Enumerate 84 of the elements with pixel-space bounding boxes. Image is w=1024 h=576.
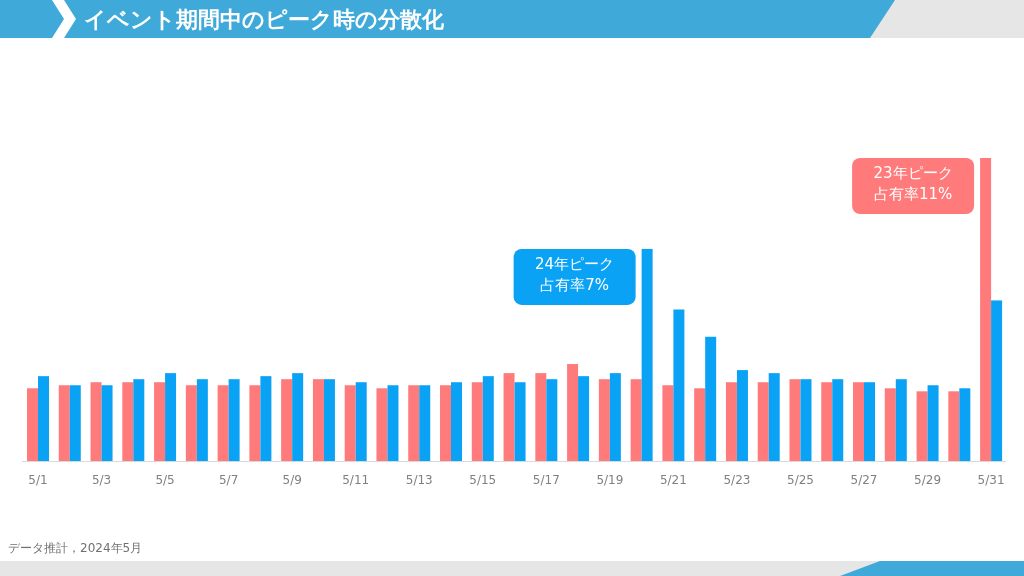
chart-title: イベント期間中のピーク時の分散化 [84, 7, 445, 32]
x-tick-label: 5/1 [28, 473, 48, 487]
bar [419, 385, 431, 461]
bar [895, 379, 907, 461]
x-tick-label: 5/25 [787, 473, 814, 487]
bar [736, 370, 748, 461]
bar [228, 379, 240, 461]
bar [514, 382, 526, 461]
bar [408, 385, 420, 461]
text: データ推計，2024年5月 [8, 541, 143, 555]
bar [122, 382, 134, 461]
bar [38, 376, 49, 461]
bar [154, 382, 166, 461]
bar [725, 382, 737, 461]
bar [673, 309, 685, 461]
bar [292, 373, 304, 461]
x-tick-label: 5/23 [723, 473, 751, 487]
bar [864, 382, 876, 461]
bar [546, 379, 558, 461]
bar [260, 376, 272, 461]
bar [90, 382, 102, 461]
x-tick-label: 5/3 [91, 473, 112, 487]
x-tick-label: 5/7 [218, 473, 239, 487]
bar [312, 379, 324, 461]
bar [185, 385, 197, 461]
bar [578, 376, 590, 461]
bar [440, 385, 452, 461]
bar [694, 388, 706, 461]
bar [387, 385, 399, 461]
bar [821, 382, 833, 461]
x-tick-label: 5/9 [282, 473, 302, 487]
bar [323, 379, 335, 461]
bar [249, 385, 261, 461]
bar [69, 385, 81, 461]
annotation: 24年ピーク [535, 254, 615, 273]
annotation: 占有率11% [873, 185, 953, 203]
bar [916, 391, 928, 461]
bar [535, 373, 547, 461]
bar [991, 300, 1003, 461]
bar [471, 382, 483, 461]
bar [853, 382, 865, 461]
annotation: 占有率7% [540, 275, 610, 294]
x-tick-label: 5/27 [850, 473, 878, 487]
bar [959, 388, 971, 461]
bar [58, 385, 70, 461]
x-tick-label: 5/17 [532, 473, 560, 487]
x-tick-label: 5/29 [914, 473, 942, 487]
bar [768, 373, 780, 461]
x-tick-label: 5/19 [596, 473, 624, 487]
bar [789, 379, 801, 461]
bar [451, 382, 463, 461]
bar [598, 379, 610, 461]
bar [503, 373, 515, 461]
x-tick-label: 5/15 [469, 473, 497, 487]
bar [133, 379, 145, 461]
bar [482, 376, 494, 461]
bar [630, 379, 642, 461]
bar [948, 391, 960, 461]
bar [217, 385, 229, 461]
bar [344, 385, 356, 461]
x-tick-label: 5/21 [659, 473, 687, 487]
x-tick-label: 5/11 [342, 473, 370, 487]
bar [641, 248, 653, 461]
bar [27, 388, 38, 461]
bar [832, 379, 844, 461]
bar [705, 336, 717, 461]
bar [884, 388, 896, 461]
bar [927, 385, 939, 461]
bar [567, 364, 579, 461]
bar [757, 382, 769, 461]
bar [281, 379, 293, 461]
bar [609, 373, 621, 461]
bar [165, 373, 177, 461]
bar [196, 379, 208, 461]
bar [800, 379, 812, 461]
bar [376, 388, 388, 461]
bar [980, 158, 992, 461]
annotation: 23年ピーク [873, 164, 953, 182]
bar [355, 382, 367, 461]
x-tick-label: 5/31 [977, 473, 1005, 487]
x-tick-label: 5/13 [405, 473, 433, 487]
bar [101, 385, 113, 461]
x-tick-label: 5/5 [155, 473, 175, 487]
bar [662, 385, 674, 461]
